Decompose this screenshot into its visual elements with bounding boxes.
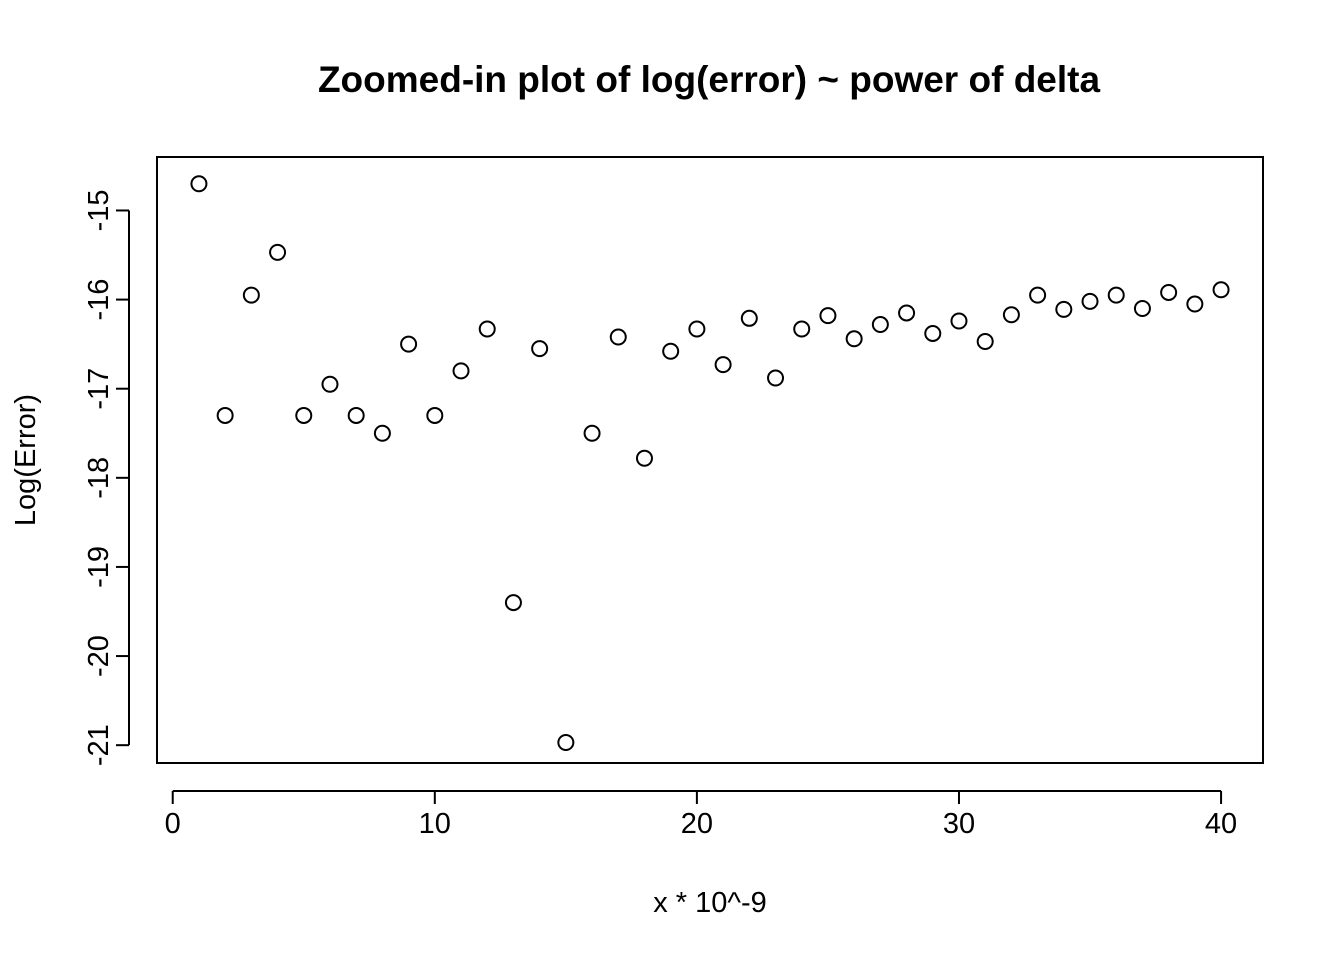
data-point: [845, 330, 863, 348]
data-point: [819, 307, 837, 325]
data-point: [635, 449, 653, 467]
y-axis-label: Log(Error): [10, 394, 42, 526]
data-point: [924, 324, 942, 342]
data-point: [216, 406, 234, 424]
data-point: [1133, 300, 1151, 317]
data-point: [1107, 286, 1125, 304]
data-point: [1212, 281, 1230, 299]
data-point: [583, 424, 601, 442]
data-points: [190, 175, 1230, 752]
y-tick-label: -17: [83, 368, 115, 410]
x-tick-label: 40: [1205, 808, 1237, 840]
data-point: [1002, 306, 1020, 324]
y-tick-label: -18: [83, 457, 115, 499]
data-point: [504, 594, 522, 612]
data-point: [767, 369, 785, 387]
data-point: [452, 362, 470, 380]
data-point: [426, 406, 444, 424]
data-point: [898, 304, 916, 322]
data-point: [531, 340, 549, 358]
data-point: [557, 734, 575, 752]
data-point: [190, 175, 208, 193]
x-tick-label: 20: [681, 808, 713, 840]
data-point: [347, 406, 365, 424]
data-point: [478, 320, 496, 338]
y-tick-label: -19: [83, 546, 115, 588]
data-point: [793, 320, 811, 338]
data-point: [295, 406, 313, 424]
x-tick-label: 30: [943, 808, 975, 840]
data-point: [1029, 286, 1047, 304]
x-axis-label: x * 10^-9: [653, 887, 767, 919]
data-point: [373, 424, 391, 442]
data-point: [976, 332, 994, 350]
x-tick-label: 0: [165, 808, 181, 840]
data-point: [714, 356, 732, 374]
data-point: [321, 375, 339, 393]
chart-title: Zoomed-in plot of log(error) ~ power of …: [318, 59, 1101, 100]
y-tick-label: -21: [83, 724, 115, 766]
data-point: [242, 286, 260, 304]
x-axis: 0 10 20 30 40: [165, 790, 1237, 840]
data-point: [950, 312, 968, 330]
data-point: [269, 243, 287, 261]
data-point: [1081, 292, 1099, 310]
plot-frame: [156, 156, 1264, 764]
y-tick-label: -15: [83, 190, 115, 232]
data-point: [1186, 295, 1204, 313]
data-point: [662, 342, 680, 360]
data-point: [400, 335, 418, 353]
data-point: [740, 309, 758, 327]
data-point: [688, 320, 706, 338]
y-tick-label: -16: [83, 279, 115, 321]
data-point: [1160, 283, 1178, 301]
data-point: [1055, 300, 1073, 318]
y-tick-label: -20: [83, 635, 115, 677]
data-point: [871, 316, 889, 334]
data-point: [609, 328, 627, 346]
x-tick-label: 10: [419, 808, 451, 840]
y-axis: -15 -16 -17 -18 -19 -20 -21: [83, 190, 130, 766]
